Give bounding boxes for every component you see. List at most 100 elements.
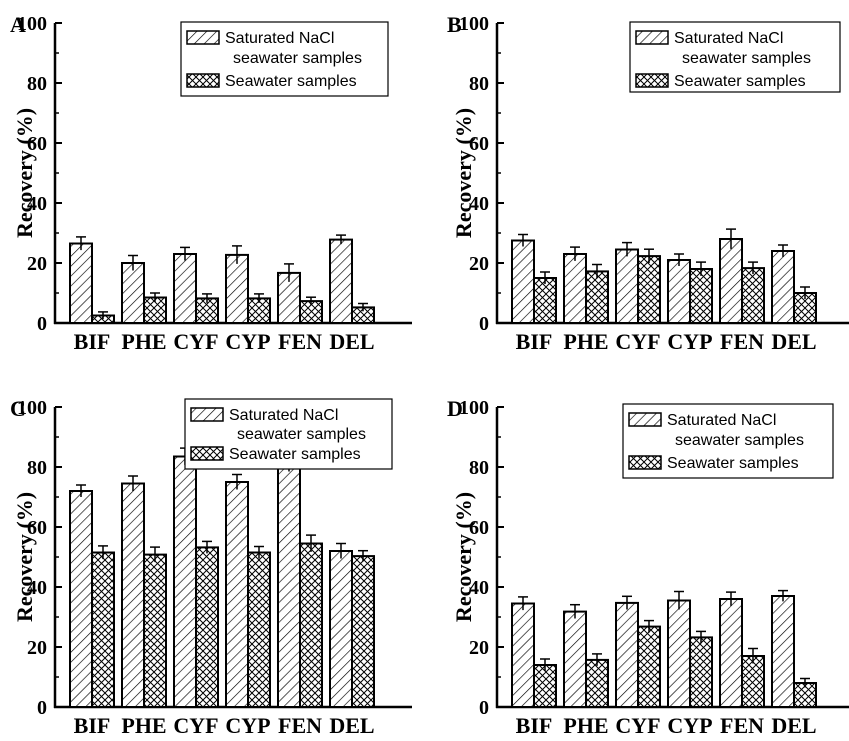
y-tick-label: 80 (27, 457, 47, 479)
legend: Saturated NaCl seawater samples Seawater s… (184, 398, 393, 470)
bar-cyf-seawater (195, 546, 219, 709)
x-category-label: CYF (173, 713, 218, 738)
bar-del-nacl (329, 550, 353, 708)
bar-cyf-nacl (615, 601, 639, 709)
bar-bif-nacl (69, 490, 93, 708)
bar-phe-nacl (121, 262, 145, 324)
y-tick-label: 60 (469, 517, 489, 539)
x-category-label: CYF (615, 329, 660, 354)
x-category-label: DEL (771, 329, 816, 354)
bar-cyf-nacl (615, 248, 639, 324)
y-tick-label: 40 (469, 577, 489, 599)
bar-phe-nacl (563, 610, 587, 708)
legend-label-nacl-line2: seawater samples (675, 432, 804, 449)
y-tick-label: 20 (27, 637, 47, 659)
y-tick-label: 80 (469, 73, 489, 95)
bar-cyp-nacl (667, 259, 691, 324)
legend-swatch-nacl (635, 30, 669, 45)
chart-panel-a: A Recovery (%) 0 20 40 60 80 100 BIF PHE CYF CYP FEN… (10, 12, 412, 354)
bar-fen-nacl (277, 461, 301, 708)
legend-swatch-seawater (628, 455, 662, 470)
bar-cyp-nacl (225, 481, 249, 708)
bar-del-seawater (351, 555, 375, 708)
x-category-label: PHE (563, 329, 608, 354)
y-tick-label: 20 (469, 637, 489, 659)
legend-label-nacl-line2: seawater samples (237, 426, 366, 443)
x-category-label: PHE (121, 329, 166, 354)
legend-label-seawater: Seawater samples (225, 73, 357, 90)
legend-swatch-nacl (186, 30, 220, 45)
legend-label-nacl: Saturated NaCl (225, 30, 334, 47)
legend-swatch-seawater (635, 73, 669, 88)
legend-swatch-seawater (186, 73, 220, 88)
legend-swatch-seawater (190, 446, 224, 461)
y-tick-label: 40 (469, 193, 489, 215)
legend-swatch-nacl (628, 412, 662, 427)
legend-label-nacl-line2: seawater samples (682, 50, 811, 67)
legend: Saturated NaCl seawater samples Seawater s… (180, 21, 389, 97)
y-axis-label: Recovery (%) (12, 108, 37, 238)
x-category-label: DEL (329, 713, 374, 738)
y-axis-label: Recovery (%) (12, 492, 37, 622)
bar-bif-nacl (511, 602, 535, 708)
y-tick-label: 60 (27, 133, 47, 155)
y-tick-label: 0 (479, 697, 489, 719)
x-category-label: CYP (225, 713, 270, 738)
y-tick-label: 100 (17, 13, 47, 35)
bar-bif-seawater (91, 551, 115, 708)
y-tick-label: 80 (469, 457, 489, 479)
panel-letter: D (447, 396, 463, 421)
panel-letter: A (10, 12, 26, 37)
x-category-label: CYF (173, 329, 218, 354)
x-category-label: DEL (329, 329, 374, 354)
bar-cyp-nacl (225, 253, 249, 324)
x-category-label: PHE (121, 713, 166, 738)
x-category-label: BIF (74, 713, 111, 738)
y-tick-label: 40 (27, 193, 47, 215)
bar-phe-nacl (121, 482, 145, 708)
panel-letter: B (447, 12, 462, 37)
bar-cyf-nacl (173, 253, 197, 324)
bar-fen-nacl (719, 238, 743, 324)
x-category-label: CYF (615, 713, 660, 738)
y-tick-label: 0 (479, 313, 489, 335)
bar-cyf-seawater (637, 255, 661, 325)
x-category-label: CYP (667, 713, 712, 738)
legend-label-seawater: Seawater samples (674, 73, 806, 90)
x-category-label: BIF (74, 329, 111, 354)
x-category-label: FEN (720, 713, 764, 738)
legend-swatch-nacl (190, 407, 224, 422)
y-tick-label: 40 (27, 577, 47, 599)
x-category-label: FEN (278, 713, 322, 738)
bar-del-nacl (771, 250, 795, 324)
panel-letter: C (10, 396, 26, 421)
y-tick-label: 60 (27, 517, 47, 539)
bar-phe-seawater (585, 270, 609, 324)
y-tick-label: 20 (469, 253, 489, 275)
bar-fen-seawater (741, 267, 765, 325)
bar-cyf-nacl (173, 455, 197, 708)
y-tick-label: 100 (17, 397, 47, 419)
y-tick-label: 20 (27, 253, 47, 275)
panels: A Recovery (%) 0 20 40 60 80 100 BIF PHE CYF CYP FEN… (10, 12, 849, 738)
legend-label-nacl-line2: seawater samples (233, 50, 362, 67)
bar-cyp-seawater (689, 636, 713, 709)
legend-label-nacl: Saturated NaCl (674, 30, 783, 47)
y-tick-label: 0 (37, 313, 47, 335)
legend-label-seawater: Seawater samples (667, 455, 799, 472)
bar-cyp-seawater (247, 551, 271, 708)
bar-cyp-seawater (689, 268, 713, 324)
y-tick-label: 60 (469, 133, 489, 155)
bar-del-nacl (329, 238, 353, 325)
x-category-label: FEN (278, 329, 322, 354)
y-tick-label: 80 (27, 73, 47, 95)
legend: Saturated NaCl seawater samples Seawater s… (629, 21, 841, 93)
x-category-label: CYP (225, 329, 270, 354)
x-category-label: BIF (516, 329, 553, 354)
bar-bif-nacl (511, 239, 535, 324)
x-category-label: BIF (516, 713, 553, 738)
bar-del-nacl (771, 595, 795, 708)
bar-bif-nacl (69, 242, 93, 324)
bar-fen-nacl (719, 598, 743, 708)
bar-fen-seawater (741, 655, 765, 708)
